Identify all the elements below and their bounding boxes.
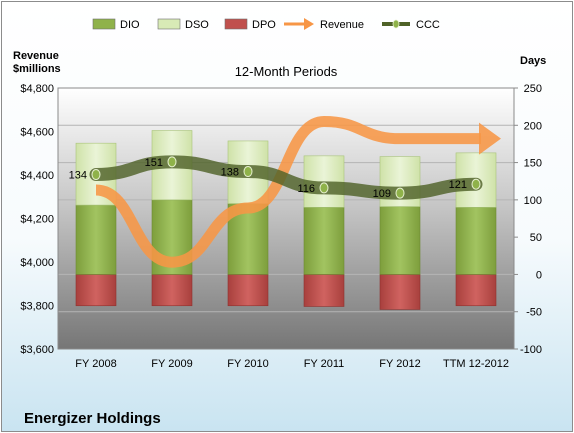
left-axis-label-line1: Revenue [13, 50, 59, 62]
x-axis-ticks: FY 2008 FY 2009 FY 2010 FY 2011 FY 2012 TTM 1… [75, 358, 509, 370]
ccc-marker [91, 169, 101, 181]
left-tick-label: $4,600 [20, 127, 54, 139]
right-tick-label: 200 [524, 120, 542, 132]
legend-label-ccc: CCC [416, 19, 440, 31]
left-tick-label: $3,600 [20, 344, 54, 356]
ccc-marker [167, 156, 177, 168]
bar-dio [379, 206, 421, 275]
ccc-marker [471, 178, 481, 190]
ccc-line [89, 155, 483, 200]
left-tick-label: $4,400 [20, 170, 54, 182]
left-tick-label: $4,000 [20, 257, 54, 269]
legend-swatch-dio [92, 18, 116, 30]
ccc-data-label: 121 [449, 179, 467, 191]
x-tick-label: FY 2009 [151, 358, 192, 370]
left-axis-label-line2: $millions [13, 63, 61, 75]
revenue-arrowhead [479, 122, 501, 155]
company-name: Energizer Holdings [24, 410, 161, 427]
x-tick-label: TTM 12-2012 [443, 358, 509, 370]
right-tick-label: 50 [530, 232, 542, 244]
right-tick-label: -100 [520, 344, 542, 356]
legend-marker-ccc [392, 19, 400, 29]
bar-dpo [303, 274, 345, 307]
x-tick-label: FY 2010 [227, 358, 268, 370]
bar-dpo [455, 274, 497, 307]
right-tick-label: 100 [524, 195, 542, 207]
right-tick-label: 250 [524, 83, 542, 95]
right-axis-label: Days [520, 55, 546, 67]
bar-dpo [227, 274, 269, 307]
legend-label-dpo: DPO [252, 19, 276, 31]
left-tick-label: $4,800 [20, 83, 54, 95]
revenue-series [95, 115, 501, 268]
bar-dpo [379, 274, 421, 310]
ccc-data-label: 138 [221, 167, 239, 179]
ccc-series: 134 151 138 116 109 121 [69, 155, 483, 200]
ccc-marker [319, 182, 329, 194]
left-axis-ticks: $3,600 $3,800 $4,000 $4,200 $4,400 $4,600 $4,8… [20, 83, 54, 356]
left-tick-label: $4,200 [20, 214, 54, 226]
ccc-data-label: 109 [373, 188, 391, 200]
right-tick-label: 150 [524, 158, 542, 170]
bar-dio [455, 207, 497, 275]
bar-dpo [75, 274, 117, 307]
legend-label-dso: DSO [185, 19, 209, 31]
right-tick-label: 0 [536, 269, 542, 281]
bar-dio [303, 207, 345, 275]
ccc-marker [243, 166, 253, 178]
ccc-data-label: 116 [297, 183, 315, 195]
ccc-data-label: 151 [145, 157, 163, 169]
x-tick-label: FY 2008 [75, 358, 116, 370]
legend-swatch-dso [157, 18, 181, 30]
ccc-data-label: 134 [69, 170, 87, 182]
legend-swatch-dpo [224, 18, 248, 30]
x-tick-label: FY 2012 [379, 358, 420, 370]
plot-border [57, 87, 515, 350]
revenue-line [95, 115, 481, 268]
ccc-marker [395, 187, 405, 199]
x-tick-label: FY 2011 [304, 358, 345, 370]
legend-arrowhead-revenue [304, 18, 314, 30]
legend: DIO DSO DPO Revenue CCC [92, 18, 440, 31]
legend-label-revenue: Revenue [320, 19, 364, 31]
bar-dio [75, 204, 117, 275]
bar-dpo [151, 274, 193, 307]
left-tick-label: $3,800 [20, 301, 54, 313]
right-tick-label: -50 [526, 307, 542, 319]
right-axis-ticks: -100 -50 0 50 100 150 200 250 [514, 83, 542, 356]
chart-title: 12-Month Periods [235, 64, 338, 79]
legend-label-dio: DIO [120, 19, 140, 31]
